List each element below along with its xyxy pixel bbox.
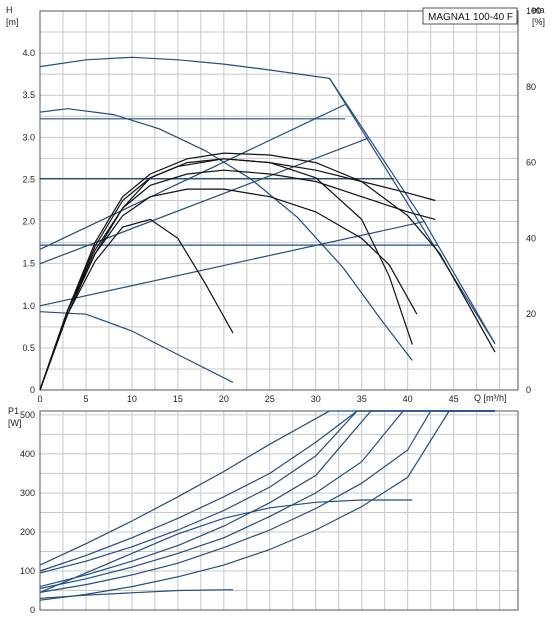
efficiency-curve bbox=[39, 152, 496, 391]
y2-tick-label: 60 bbox=[526, 158, 536, 168]
power-curve bbox=[39, 410, 495, 601]
x-tick-label: 25 bbox=[265, 394, 275, 404]
y2-tick-label: 100 bbox=[526, 6, 541, 16]
power-curve bbox=[39, 410, 495, 574]
y-tick-labels: 0 0.5 1.0 1.5 2.0 2.5 3.0 3.5 4.0 bbox=[22, 48, 35, 395]
head-curves bbox=[39, 56, 496, 391]
x-tick-label: 40 bbox=[403, 394, 413, 404]
head-curve bbox=[39, 311, 234, 383]
power-axis-label: P1 bbox=[8, 406, 19, 416]
x-tick-label: 15 bbox=[173, 394, 183, 404]
efficiency-curve bbox=[39, 158, 436, 391]
x-axis-label: Q [m³/h] bbox=[474, 393, 507, 403]
y2-tick-label: 0 bbox=[526, 385, 531, 395]
power-curve bbox=[39, 410, 495, 590]
head-curve bbox=[39, 103, 346, 250]
power-curve bbox=[39, 410, 495, 572]
y2-axis-unit: [%] bbox=[532, 17, 545, 27]
power-y-tick-labels: 0 100 200 300 400 500 bbox=[20, 410, 35, 615]
y-tick-label: 1.0 bbox=[22, 301, 35, 311]
head-plot-frame bbox=[39, 10, 519, 391]
power-y-tick-label: 100 bbox=[20, 566, 35, 576]
efficiency-curve bbox=[39, 169, 436, 391]
y2-axis-label: eta bbox=[532, 5, 545, 15]
y2-tick-label: 40 bbox=[526, 233, 536, 243]
y-tick-label: 0 bbox=[30, 385, 35, 395]
power-plot-frame bbox=[39, 410, 519, 611]
head-curve bbox=[329, 78, 496, 345]
power-y-tick-label: 400 bbox=[20, 449, 35, 459]
y-tick-label: 4.0 bbox=[22, 48, 35, 58]
y-tick-label: 3.5 bbox=[22, 90, 35, 100]
efficiency-curve bbox=[39, 158, 413, 391]
x-tick-labels: 0 5 10 15 20 25 30 35 40 45 bbox=[37, 394, 458, 404]
power-y-tick-label: 0 bbox=[30, 605, 35, 615]
head-curve bbox=[39, 108, 413, 361]
x-tick-label: 30 bbox=[311, 394, 321, 404]
power-axis-unit: [W] bbox=[8, 418, 22, 428]
y2-tick-labels: 0 20 40 60 80 100 bbox=[526, 6, 541, 395]
y-axis-unit: [m] bbox=[6, 17, 19, 27]
model-label-box bbox=[422, 7, 518, 25]
x-tick-label: 5 bbox=[83, 394, 88, 404]
x-tick-label: 0 bbox=[37, 394, 42, 404]
power-grid bbox=[40, 411, 518, 610]
y-tick-label: 1.5 bbox=[22, 259, 35, 269]
head-curve bbox=[39, 56, 496, 345]
power-curve bbox=[39, 499, 413, 593]
head-grid bbox=[40, 11, 518, 390]
x-tick-label: 20 bbox=[219, 394, 229, 404]
power-y-tick-label: 200 bbox=[20, 527, 35, 537]
efficiency-curve bbox=[39, 188, 418, 391]
power-curve bbox=[39, 410, 495, 593]
y2-tick-label: 20 bbox=[526, 309, 536, 319]
model-label: MAGNA1 100-40 F bbox=[428, 12, 513, 23]
power-curve bbox=[39, 410, 495, 566]
y-tick-label: 2.5 bbox=[22, 174, 35, 184]
x-tick-label: 35 bbox=[357, 394, 367, 404]
power-y-tick-label: 500 bbox=[20, 410, 35, 420]
power-y-tick-label: 300 bbox=[20, 488, 35, 498]
y-tick-label: 2.0 bbox=[22, 217, 35, 227]
head-curve bbox=[39, 221, 425, 307]
y-tick-label: 0.5 bbox=[22, 343, 35, 353]
power-curve bbox=[39, 410, 495, 588]
x-tick-label: 45 bbox=[449, 394, 459, 404]
power-curves bbox=[39, 410, 495, 601]
y-axis-label: H bbox=[6, 5, 13, 15]
y-tick-label: 3.0 bbox=[22, 132, 35, 142]
y2-tick-label: 80 bbox=[526, 82, 536, 92]
x-tick-label: 10 bbox=[127, 394, 137, 404]
